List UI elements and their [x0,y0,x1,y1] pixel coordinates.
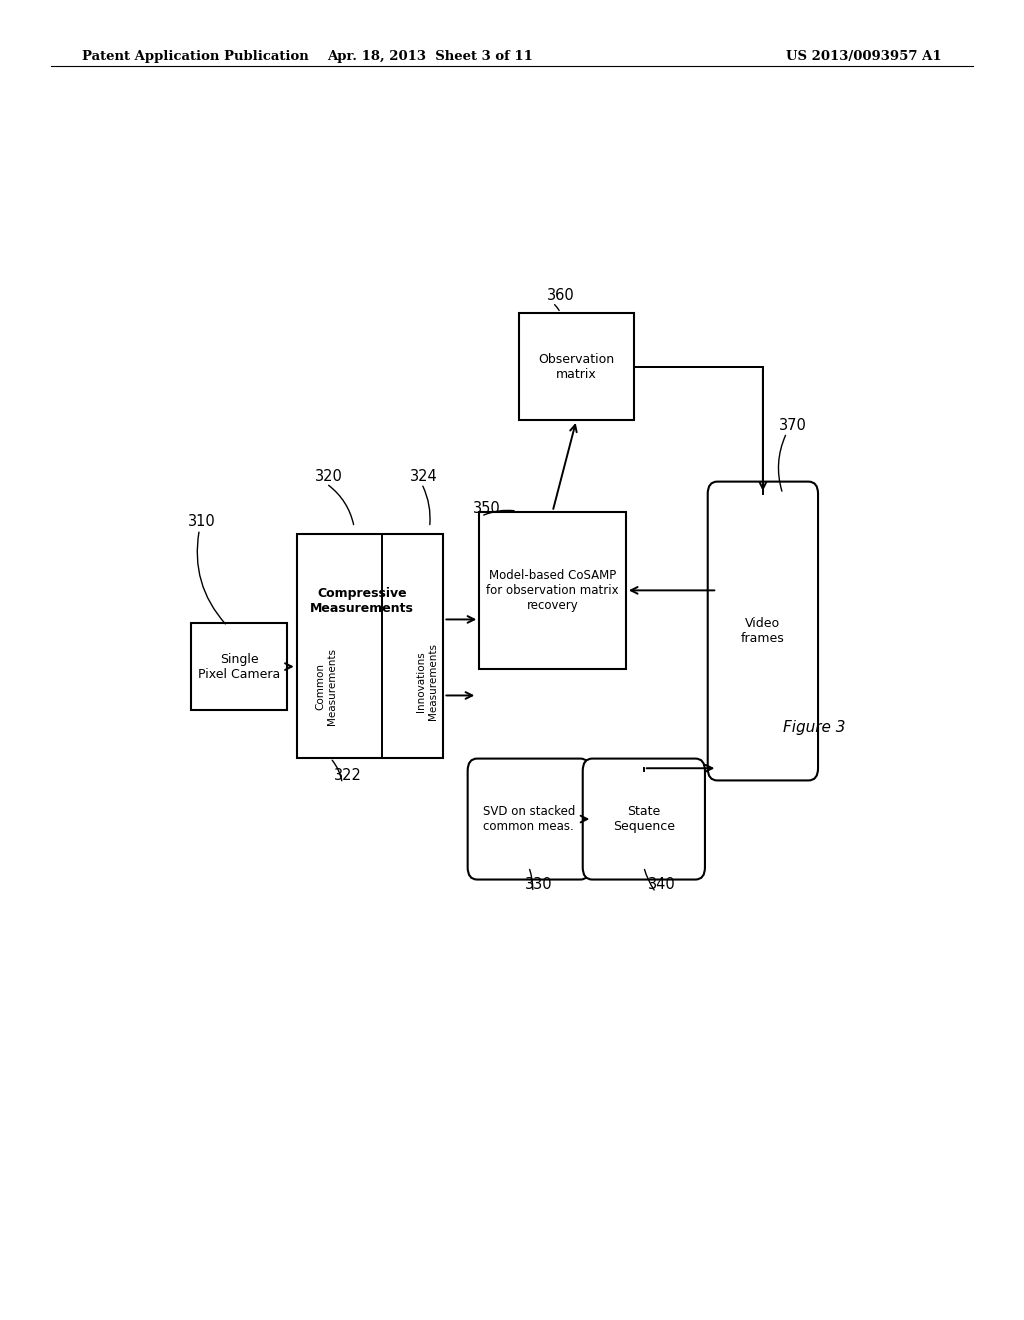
Text: 370: 370 [778,418,807,433]
Text: SVD on stacked
common meas.: SVD on stacked common meas. [482,805,574,833]
Text: Model-based CoSAMP
for observation matrix
recovery: Model-based CoSAMP for observation matri… [486,569,618,612]
Text: Single
Pixel Camera: Single Pixel Camera [198,652,281,681]
FancyBboxPatch shape [708,482,818,780]
Text: 360: 360 [547,288,574,302]
Text: State
Sequence: State Sequence [612,805,675,833]
Text: Apr. 18, 2013  Sheet 3 of 11: Apr. 18, 2013 Sheet 3 of 11 [327,50,534,63]
Text: 310: 310 [187,515,215,529]
Text: Common
Measurements: Common Measurements [315,648,337,726]
Text: Observation
matrix: Observation matrix [539,352,614,380]
FancyBboxPatch shape [191,623,287,710]
Text: 330: 330 [524,878,552,892]
Text: 322: 322 [334,768,362,784]
FancyBboxPatch shape [519,313,634,420]
FancyBboxPatch shape [468,759,590,879]
Text: US 2013/0093957 A1: US 2013/0093957 A1 [786,50,942,63]
Text: Compressive
Measurements: Compressive Measurements [310,586,414,615]
Text: Video
frames: Video frames [741,616,784,645]
Text: Patent Application Publication: Patent Application Publication [82,50,308,63]
FancyBboxPatch shape [583,759,705,879]
Text: 320: 320 [314,469,342,483]
Text: 340: 340 [648,878,676,892]
FancyBboxPatch shape [297,535,443,758]
Text: Innovations
Measurements: Innovations Measurements [417,643,438,721]
Text: 324: 324 [410,469,437,483]
Text: Figure 3: Figure 3 [783,721,846,735]
FancyBboxPatch shape [479,512,626,669]
Text: 350: 350 [473,502,501,516]
